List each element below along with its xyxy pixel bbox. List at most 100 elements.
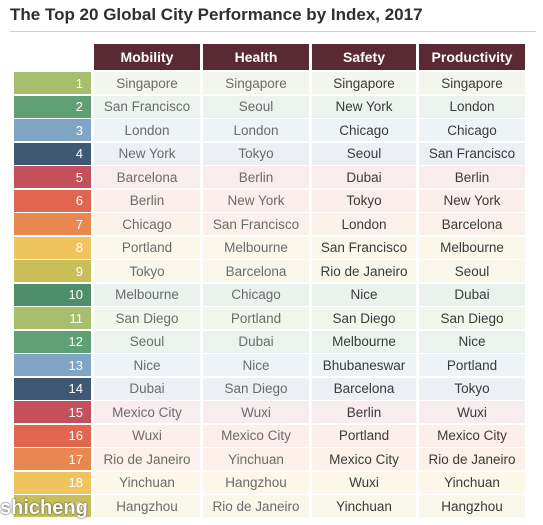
city-cell-mobility: Melbourne [94,283,200,306]
rank-cell: 13 [14,354,91,376]
city-cell-productivity: Chicago [419,119,525,141]
city-cell-productivity: Barcelona [419,213,525,235]
city-cell-productivity: Berlin [419,166,525,188]
city-cell-health: Tokyo [203,142,309,165]
city-cell-safety: Dubai [312,166,416,188]
city-cell-safety: Mexico City [312,448,416,470]
city-cell-mobility: Berlin [94,189,200,212]
city-cell-safety: Nice [312,283,416,306]
page-title: The Top 20 Global City Performance by In… [10,5,423,24]
city-cell-health: Wuxi [203,401,309,423]
city-cell-mobility: Rio de Janeiro [94,448,200,470]
city-cell-safety: New York [312,95,416,118]
city-cell-safety: London [312,213,416,235]
city-cell-mobility: Hangzhou [94,495,200,517]
city-cell-safety: Melbourne [312,330,416,353]
city-cell-safety: Singapore [312,72,416,94]
rank-cell: 16 [14,424,91,447]
city-cell-mobility: San Francisco [94,95,200,118]
city-cell-mobility: Yinchuan [94,471,200,494]
city-cell-health: Berlin [203,166,309,188]
city-cell-productivity: Wuxi [419,401,525,423]
rank-cell: 1 [14,72,91,94]
city-cell-safety: Tokyo [312,189,416,212]
rank-cell: 15 [14,401,91,423]
city-cell-mobility: Chicago [94,213,200,235]
city-cell-health: San Diego [203,377,309,400]
city-cell-productivity: Melbourne [419,236,525,259]
city-cell-productivity: Hangzhou [419,495,525,517]
city-cell-mobility: London [94,119,200,141]
city-cell-productivity: Seoul [419,260,525,282]
city-cell-safety: Bhubaneswar [312,354,416,376]
city-cell-safety: Yinchuan [312,495,416,517]
city-cell-productivity: London [419,95,525,118]
rank-cell: 6 [14,189,91,212]
city-cell-safety: Rio de Janeiro [312,260,416,282]
rank-cell: 9 [14,260,91,282]
city-cell-safety: Wuxi [312,471,416,494]
city-cell-safety: Portland [312,424,416,447]
city-cell-productivity: Singapore [419,72,525,94]
city-cell-mobility: Barcelona [94,166,200,188]
city-cell-health: Rio de Janeiro [203,495,309,517]
city-cell-mobility: New York [94,142,200,165]
rank-cell: 17 [14,448,91,470]
rank-cell: 18 [14,471,91,494]
city-cell-safety: Chicago [312,119,416,141]
city-cell-productivity: San Diego [419,307,525,329]
rank-cell: 3 [14,119,91,141]
city-cell-health: Hangzhou [203,471,309,494]
city-cell-health: Portland [203,307,309,329]
city-cell-mobility: San Diego [94,307,200,329]
city-cell-mobility: Tokyo [94,260,200,282]
city-cell-health: Dubai [203,330,309,353]
city-cell-health: Yinchuan [203,448,309,470]
column-header-health: Health [203,44,309,70]
watermark: shicheng [0,497,88,519]
city-cell-mobility: Dubai [94,377,200,400]
city-cell-health: Melbourne [203,236,309,259]
city-cell-health: Barcelona [203,260,309,282]
rank-cell: 4 [14,142,91,165]
city-cell-safety: San Francisco [312,236,416,259]
city-cell-safety: Seoul [312,142,416,165]
city-cell-safety: Berlin [312,401,416,423]
rank-cell: 11 [14,307,91,329]
city-cell-productivity: Portland [419,354,525,376]
city-cell-health: Nice [203,354,309,376]
city-cell-health: Mexico City [203,424,309,447]
city-cell-safety: San Diego [312,307,416,329]
city-cell-productivity: New York [419,189,525,212]
city-cell-health: San Francisco [203,213,309,235]
city-cell-productivity: Rio de Janeiro [419,448,525,470]
city-cell-productivity: Yinchuan [419,471,525,494]
rank-cell: 19 [14,495,91,517]
rank-cell: 10 [14,283,91,306]
city-cell-health: Singapore [203,72,309,94]
rank-cell: 2 [14,95,91,118]
city-cell-health: New York [203,189,309,212]
title-divider [10,31,536,32]
rank-cell: 5 [14,166,91,188]
city-cell-mobility: Portland [94,236,200,259]
rank-cell: 14 [14,377,91,400]
city-cell-productivity: Tokyo [419,377,525,400]
city-cell-health: Seoul [203,95,309,118]
city-cell-productivity: Dubai [419,283,525,306]
rank-cell: 12 [14,330,91,353]
city-cell-mobility: Singapore [94,72,200,94]
rank-cell: 7 [14,213,91,235]
city-cell-mobility: Nice [94,354,200,376]
city-cell-safety: Barcelona [312,377,416,400]
city-cell-health: London [203,119,309,141]
city-cell-productivity: San Francisco [419,142,525,165]
city-cell-productivity: Mexico City [419,424,525,447]
city-cell-health: Chicago [203,283,309,306]
rank-cell: 8 [14,236,91,259]
city-cell-productivity: Nice [419,330,525,353]
column-header-mobility: Mobility [94,44,200,70]
column-header-safety: Safety [312,44,416,70]
city-cell-mobility: Seoul [94,330,200,353]
